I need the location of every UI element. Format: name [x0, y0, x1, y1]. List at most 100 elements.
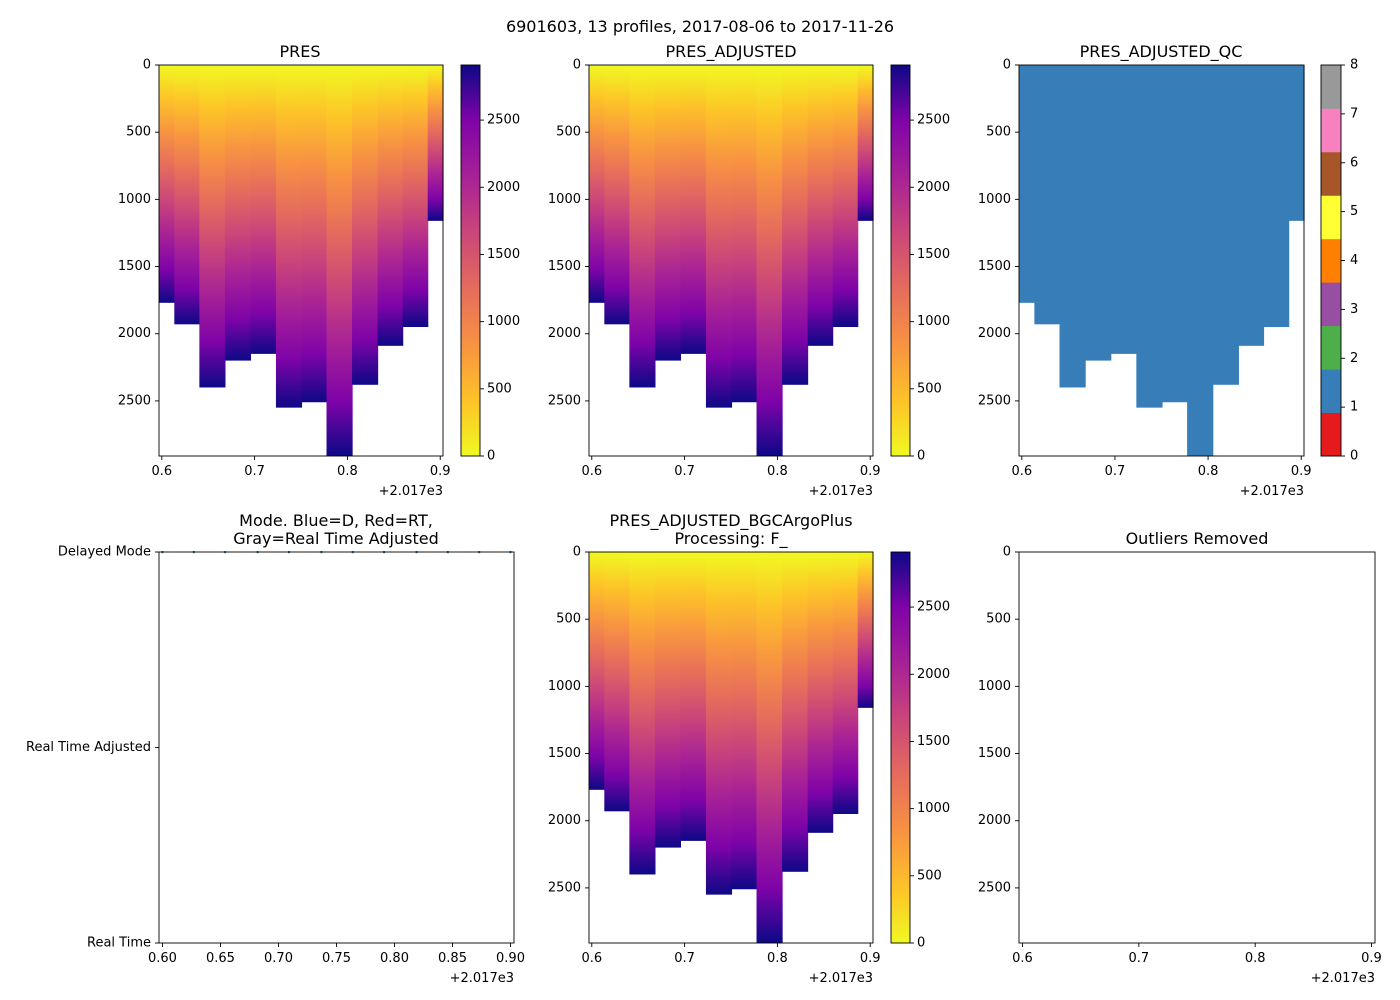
profile-column	[199, 65, 226, 388]
y-tick-label: 500	[986, 612, 1011, 627]
x-tick-label: 0.9	[1361, 951, 1382, 966]
colorbar-tick-label: 5	[1350, 204, 1358, 219]
colorbar-tick-label: 2500	[917, 113, 950, 128]
colorbar-frame	[1320, 64, 1342, 457]
colorbar-tick-label: 1500	[487, 247, 520, 262]
y-tick-label: 1000	[978, 679, 1011, 694]
x-tick-label: 0.6	[1012, 951, 1033, 966]
colorbar-tick-label: 8	[1350, 58, 1358, 73]
colorbar-qc-segment	[1321, 238, 1341, 283]
panel-outliers-axes: 0.6 0.7 0.8 0.9 +2.017e3 0 500 1000 1500 2000 2500	[978, 545, 1382, 987]
profile-column	[832, 552, 859, 815]
colorbar-frame	[890, 551, 911, 944]
profile-column	[705, 65, 733, 408]
panel-outliers-title: Outliers Removed	[1126, 529, 1269, 548]
x-tick-label: 0.6	[1011, 464, 1032, 479]
colorbar-gradient	[891, 65, 910, 456]
colorbar-tick-label: 1500	[917, 247, 950, 262]
y-tick-label: 0	[573, 545, 581, 560]
x-tick-label: 0.90	[496, 951, 525, 966]
profile-column	[654, 552, 682, 848]
panel-mode-axes: 0.60 0.65 0.70 0.75 0.80 0.85 0.90 +2.017e3 Real…	[26, 545, 525, 987]
panel-pres-adjusted-qc-axes: 0.6 0.7 0.8 0.9 +2.017e3 0 500 1000 1500 2000 2500	[978, 58, 1312, 500]
colorbar-qc-segment	[1321, 151, 1341, 196]
profile-column	[832, 65, 859, 328]
profile-column	[1187, 65, 1214, 456]
x-tick-label: 0.6	[581, 464, 602, 479]
profile-column	[1034, 65, 1061, 325]
y-tick-label: 1500	[548, 259, 581, 274]
x-tick-label: 0.8	[767, 951, 788, 966]
heatmap-columns	[1019, 65, 1305, 456]
colorbar-qc-segment	[1321, 369, 1341, 413]
x-tick-label: 0.85	[438, 951, 467, 966]
colorbar-tick-label: 2500	[917, 600, 950, 615]
colorbar-gradient	[461, 65, 480, 456]
panel-pres-adjusted-title: PRES_ADJUSTED	[665, 42, 796, 62]
colorbar-tick-label: 6	[1350, 155, 1358, 170]
panel-outliers: Outliers Removed 0.6 0.7 0.8 0.9 +2.017e3 0 50…	[978, 529, 1382, 986]
colorbar-tick-label: 7	[1350, 106, 1358, 121]
colorbar-tick-label: 1000	[917, 801, 950, 816]
axes-frame	[1018, 551, 1376, 944]
colorbar-qc-segment	[1321, 108, 1341, 153]
profile-column	[1019, 65, 1035, 303]
profile-column	[1085, 65, 1112, 361]
axes-frame	[158, 551, 515, 944]
colorbar-tick-label: 500	[487, 381, 512, 396]
panel-mode-title-line1: Mode. Blue=D, Red=RT,	[239, 511, 433, 530]
x-tick-label: 0.8	[1198, 464, 1219, 479]
x-tick-label: 0.7	[244, 464, 265, 479]
x-offset-label: +2.017e3	[1240, 484, 1304, 499]
colorbar-tick-label: 500	[917, 868, 942, 883]
colorbar-tick-label: 1500	[917, 734, 950, 749]
x-tick-label: 0.9	[860, 951, 881, 966]
colorbar-frame	[890, 64, 911, 457]
panel-pres-adjusted-qc-title: PRES_ADJUSTED_QC	[1080, 42, 1243, 62]
colorbar-tick-label: 2000	[917, 180, 950, 195]
axes-frame	[588, 64, 874, 457]
colorbar-tick-label: 2000	[917, 667, 950, 682]
y-tick-label: 2000	[118, 326, 151, 341]
profile-column	[589, 65, 605, 303]
heatmap-columns	[159, 65, 444, 456]
x-tick-label: 0.65	[206, 951, 235, 966]
profile-column	[1110, 65, 1137, 354]
x-tick-label: 0.7	[674, 951, 695, 966]
profile-column	[427, 65, 444, 221]
profile-column	[604, 552, 630, 812]
profile-column	[604, 65, 630, 325]
panel-mode: Mode. Blue=D, Red=RT, Gray=Real Time Adj…	[26, 511, 525, 986]
panel-pres-adjusted: PRES_ADJUSTED 0.6 0.7 0.8 0.9 +2.017e3 0 500 10…	[548, 42, 950, 499]
y-tick-label: 2000	[548, 326, 581, 341]
x-tick-label: 0.80	[380, 951, 409, 966]
profile-column	[680, 65, 707, 354]
y-tick-label: Real Time	[87, 936, 151, 951]
y-tick-label: 2000	[548, 813, 581, 828]
profile-column	[377, 65, 404, 346]
profile-column	[731, 65, 758, 403]
x-tick-label: 0.7	[1105, 464, 1126, 479]
y-tick-label: 1000	[548, 679, 581, 694]
profile-column	[756, 552, 783, 943]
y-tick-label: 2500	[548, 393, 581, 408]
panel-pres-title: PRES	[279, 42, 320, 61]
profile-column	[1263, 65, 1290, 328]
profile-column	[250, 65, 277, 354]
panel-pres: PRES 0.6 0.7 0.8 0.9 +2.017e3 0 500 1000 1500 200…	[118, 42, 520, 499]
profile-column	[756, 65, 783, 456]
colorbar-tick-label: 1000	[917, 314, 950, 329]
y-tick-label: 500	[556, 125, 581, 140]
x-tick-label: 0.6	[151, 464, 172, 479]
profile-column	[1059, 65, 1086, 388]
y-tick-label: 1500	[548, 746, 581, 761]
profile-column	[1288, 65, 1305, 221]
x-tick-label: 0.9	[430, 464, 451, 479]
colorbar-qc-segment	[1321, 412, 1341, 457]
panel-pres-adjusted-bgc-colorbar: 0 500 1000 1500 2000 2500	[890, 551, 950, 951]
profile-column	[654, 65, 682, 361]
colorbar-tick-label: 4	[1350, 253, 1358, 268]
y-tick-label: 2500	[548, 880, 581, 895]
profile-column	[402, 65, 429, 328]
